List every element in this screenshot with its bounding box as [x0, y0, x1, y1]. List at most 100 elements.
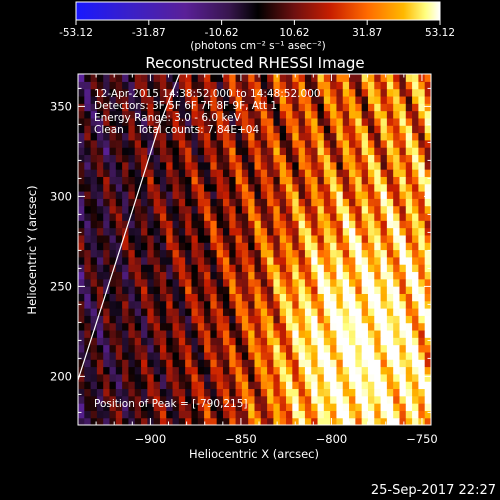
heatmap-cell: [122, 95, 130, 104]
heatmap-cell: [122, 125, 130, 134]
heatmap-cell: [166, 286, 174, 294]
heatmap-cell: [393, 322, 401, 331]
heatmap-cell: [178, 161, 186, 170]
heatmap-cell: [222, 220, 230, 229]
heatmap-cell: [159, 220, 167, 229]
heatmap-cell: [361, 103, 369, 112]
heatmap-cell: [197, 220, 205, 229]
heatmap-cell: [216, 395, 224, 404]
heatmap-cell: [241, 125, 249, 134]
heatmap-cell: [122, 344, 130, 353]
heatmap-cell: [361, 300, 369, 309]
heatmap-cell: [210, 417, 218, 425]
heatmap-cell: [172, 198, 180, 207]
heatmap-cell: [96, 366, 104, 375]
heatmap-cell: [147, 117, 155, 126]
x-tick-label: −850: [225, 432, 257, 446]
heatmap-cell: [166, 74, 174, 82]
heatmap-cell: [311, 322, 319, 331]
heatmap-cell: [109, 322, 117, 331]
heatmap-cell: [166, 176, 174, 185]
heatmap-cell: [342, 300, 350, 309]
heatmap-cell: [153, 176, 161, 185]
heatmap-cell: [159, 103, 167, 112]
heatmap-cell: [279, 242, 287, 251]
heatmap-cell: [109, 117, 117, 126]
heatmap-cell: [292, 125, 300, 134]
heatmap-cell: [248, 351, 256, 360]
heatmap-cell: [229, 366, 237, 375]
heatmap-cell: [222, 74, 230, 82]
heatmap-cell: [393, 74, 401, 82]
heatmap-cell: [330, 395, 338, 404]
heatmap-cell: [317, 286, 325, 294]
heatmap-cell: [336, 81, 344, 90]
heatmap-cell: [147, 351, 155, 360]
heatmap-cell: [405, 388, 413, 397]
heatmap-cell: [254, 395, 262, 404]
heatmap-cell: [191, 308, 199, 316]
heatmap-cell: [424, 183, 431, 192]
heatmap-cell: [78, 351, 85, 360]
heatmap-cell: [279, 198, 287, 207]
heatmap-cell: [191, 132, 199, 141]
heatmap-cell: [349, 329, 356, 338]
heatmap-cell: [374, 227, 382, 236]
heatmap-cell: [399, 410, 407, 419]
heatmap-cell: [405, 227, 413, 236]
solar-limb-curve: [78, 74, 180, 381]
heatmap-cell: [412, 212, 419, 221]
heatmap-cell: [386, 366, 394, 375]
heatmap-cell: [216, 117, 224, 126]
heatmap-cell: [279, 81, 287, 90]
heatmap-cell: [216, 88, 224, 97]
heatmap-cell: [141, 410, 148, 419]
heatmap-cell: [103, 256, 111, 265]
heatmap-cell: [254, 388, 262, 397]
heatmap-cell: [103, 154, 111, 163]
heatmap-cell: [204, 117, 211, 126]
heatmap-cell: [128, 176, 136, 185]
heatmap-cell: [84, 132, 92, 141]
heatmap-cell: [128, 388, 136, 397]
heatmap-cell: [210, 395, 218, 404]
heatmap-cell: [386, 81, 394, 90]
heatmap-cell: [386, 169, 394, 177]
heatmap-cell: [185, 271, 193, 280]
heatmap-cell: [273, 366, 281, 375]
colorbar-tick-label: 10.62: [279, 27, 309, 39]
heatmap-cell: [78, 227, 85, 236]
heatmap-cell: [235, 191, 243, 199]
heatmap-cell: [115, 315, 123, 324]
heatmap-cell: [412, 147, 419, 156]
heatmap-cell: [323, 322, 331, 331]
heatmap-cell: [159, 212, 167, 221]
heatmap-cell: [424, 359, 431, 368]
heatmap-cell: [380, 278, 388, 287]
heatmap-cell: [349, 198, 356, 207]
heatmap-cell: [235, 278, 243, 287]
heatmap-cell: [374, 300, 382, 309]
heatmap-cell: [298, 74, 306, 82]
heatmap-cell: [260, 125, 268, 134]
heatmap-cell: [286, 220, 293, 229]
heatmap-cell: [109, 125, 117, 134]
heatmap-cell: [424, 212, 431, 221]
heatmap-cell: [235, 176, 243, 185]
heatmap-cell: [349, 359, 356, 368]
heatmap-cell: [172, 74, 180, 82]
heatmap-cell: [349, 286, 356, 294]
heatmap-cell: [178, 395, 186, 404]
heatmap-cell: [134, 176, 142, 185]
heatmap-cell: [248, 308, 256, 316]
heatmap-cell: [229, 132, 237, 141]
heatmap-cell: [279, 381, 287, 390]
heatmap-cell: [178, 81, 186, 90]
heatmap-cell: [355, 183, 363, 192]
heatmap-cell: [197, 81, 205, 90]
heatmap-cell: [336, 147, 344, 156]
heatmap-cell: [393, 286, 401, 294]
heatmap-cell: [210, 161, 218, 170]
heatmap-cell: [418, 227, 426, 236]
heatmap-cell: [342, 403, 350, 411]
